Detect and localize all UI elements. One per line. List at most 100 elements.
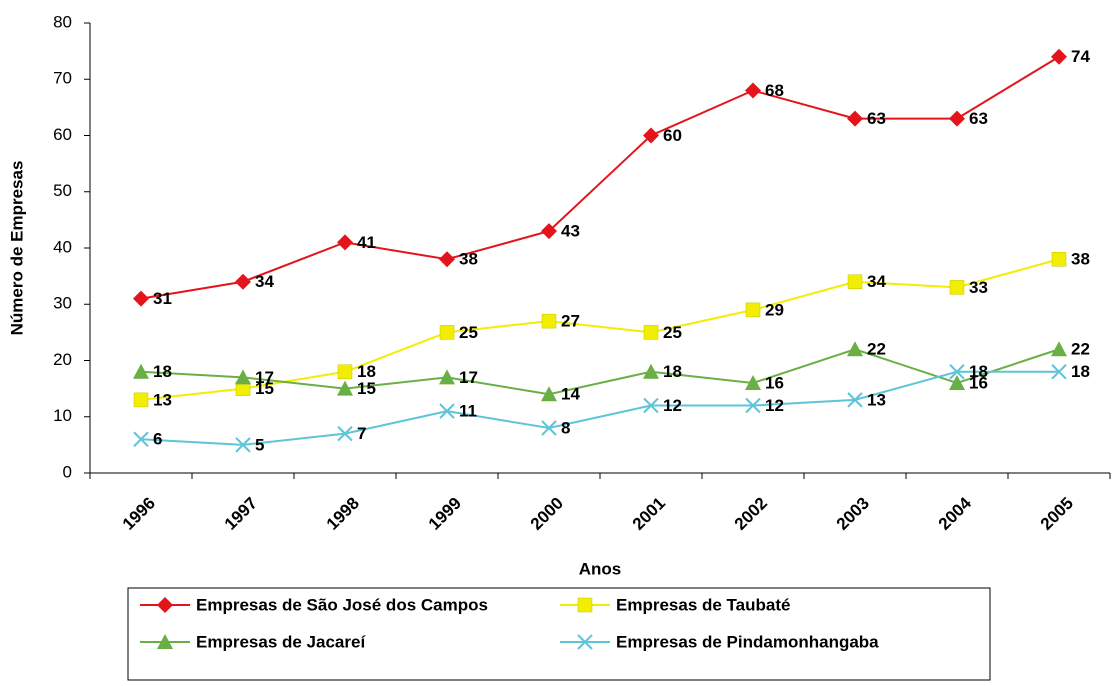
data-label: 25 [663, 323, 682, 342]
y-tick-label: 10 [53, 406, 72, 425]
data-label: 34 [255, 272, 274, 291]
x-tick-label: 2004 [935, 493, 976, 534]
data-label: 6 [153, 430, 162, 449]
data-label: 13 [153, 390, 172, 409]
data-point [133, 363, 149, 379]
data-point [643, 397, 659, 414]
data-label: 43 [561, 222, 580, 241]
x-tick-label: 2001 [629, 494, 669, 534]
data-label: 18 [357, 362, 376, 381]
data-point [337, 364, 353, 379]
x-tick-label: 2002 [731, 494, 771, 534]
data-label: 14 [561, 385, 580, 404]
data-label: 15 [255, 379, 274, 398]
data-point [949, 364, 965, 380]
data-point [643, 127, 659, 144]
data-point [133, 431, 149, 447]
data-label: 12 [663, 396, 682, 415]
x-tick-label: 1999 [425, 494, 465, 534]
data-point [337, 425, 353, 442]
data-point [745, 82, 761, 99]
data-point [133, 290, 149, 307]
data-point [439, 251, 455, 268]
data-label: 25 [459, 323, 478, 342]
data-label: 38 [1071, 250, 1090, 269]
data-point [337, 380, 353, 396]
data-label: 18 [153, 362, 172, 381]
series-line [140, 55, 1060, 300]
legend-label: Empresas de Pindamonhangaba [616, 632, 879, 651]
y-tick-label: 80 [53, 12, 72, 31]
y-tick-label: 30 [53, 294, 72, 313]
data-label: 22 [867, 340, 886, 359]
data-label: 17 [459, 368, 478, 387]
series-line [140, 258, 1060, 401]
data-point [1051, 364, 1067, 380]
data-point [745, 375, 761, 390]
legend-marker [157, 597, 173, 613]
data-label: 5 [255, 435, 264, 454]
data-label: 31 [153, 289, 172, 308]
data-label: 17 [255, 368, 274, 387]
data-label: 41 [357, 233, 376, 252]
data-point [235, 437, 251, 453]
x-tick-label: 2005 [1037, 494, 1077, 534]
data-point [541, 313, 557, 329]
legend-marker [577, 634, 593, 650]
legend-label: Empresas de Jacareí [196, 632, 366, 651]
data-label: 18 [969, 362, 988, 381]
data-label: 38 [459, 250, 478, 269]
x-tick-label: 2003 [833, 494, 873, 534]
data-label: 63 [867, 109, 886, 128]
data-point [235, 273, 251, 290]
y-tick-label: 60 [53, 125, 72, 144]
data-point [949, 280, 965, 295]
x-tick-label: 1997 [221, 494, 261, 534]
series-line [140, 348, 1060, 396]
x-tick-label: 1996 [119, 494, 159, 534]
data-point [541, 223, 557, 240]
y-tick-label: 0 [63, 462, 72, 481]
data-point [643, 325, 659, 340]
data-point [847, 341, 863, 357]
data-label: 8 [561, 418, 570, 437]
data-label: 16 [969, 373, 988, 392]
data-label: 22 [1071, 340, 1090, 359]
data-point [745, 302, 761, 318]
data-label: 18 [663, 362, 682, 381]
data-label: 29 [765, 300, 784, 319]
series-line [140, 370, 1059, 446]
y-axis-title: Número de Empresas [7, 161, 26, 336]
legend-label: Empresas de Taubaté [616, 595, 790, 614]
data-point [133, 392, 149, 408]
data-point [439, 325, 455, 340]
y-tick-label: 20 [53, 350, 72, 369]
data-label: 68 [765, 81, 784, 100]
data-point [847, 392, 863, 408]
legend-marker [157, 634, 173, 649]
legend-label: Empresas de São José dos Campos [196, 595, 488, 614]
data-label: 12 [765, 396, 784, 415]
data-point [439, 369, 455, 385]
data-label: 16 [765, 373, 784, 392]
data-point [643, 363, 659, 379]
data-label: 18 [1071, 362, 1090, 381]
data-point [337, 234, 353, 251]
y-tick-label: 50 [53, 181, 72, 200]
data-label: 27 [561, 312, 580, 331]
data-label: 15 [357, 379, 376, 398]
x-tick-label: 1998 [323, 494, 363, 534]
data-point [949, 110, 965, 127]
y-tick-label: 70 [53, 69, 72, 88]
data-label: 33 [969, 278, 988, 297]
data-point [1051, 48, 1067, 65]
data-label: 11 [459, 402, 477, 421]
data-point [235, 369, 251, 385]
data-point [1051, 341, 1067, 357]
data-point [949, 375, 965, 390]
data-label: 74 [1071, 47, 1090, 66]
data-point [541, 420, 557, 436]
data-point [439, 403, 455, 419]
y-tick-label: 40 [53, 237, 72, 256]
data-point [847, 274, 863, 289]
